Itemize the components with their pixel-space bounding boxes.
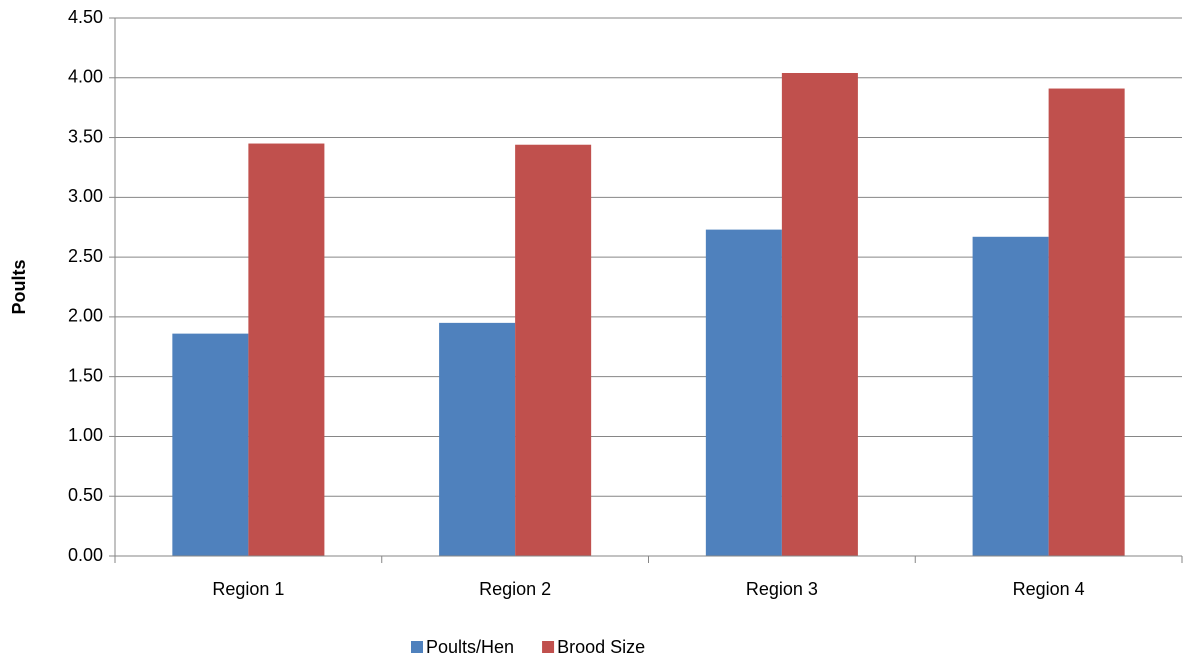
bar: [172, 333, 249, 556]
legend-label: Brood Size: [557, 637, 645, 657]
x-tick-label: Region 3: [746, 579, 818, 599]
y-tick-label: 3.00: [68, 186, 103, 206]
bar: [1048, 88, 1125, 556]
legend-label: Poults/Hen: [426, 637, 514, 657]
legend-swatch: [411, 641, 423, 653]
bar: [515, 144, 592, 556]
y-tick-label: 2.50: [68, 246, 103, 266]
y-tick-label: 0.50: [68, 485, 103, 505]
bar: [972, 236, 1049, 556]
x-tick-label: Region 4: [1013, 579, 1085, 599]
y-axis-title: Poults: [9, 259, 29, 314]
y-tick-label: 4.00: [68, 67, 103, 87]
bar: [705, 229, 782, 556]
bar: [781, 72, 858, 557]
x-tick-label: Region 1: [212, 579, 284, 599]
x-tick-label: Region 2: [479, 579, 551, 599]
bar: [248, 143, 325, 557]
y-tick-label: 1.00: [68, 425, 103, 445]
y-tick-label: 3.50: [68, 126, 103, 146]
y-tick-label: 1.50: [68, 365, 103, 385]
y-tick-label: 4.50: [68, 7, 103, 27]
bar: [439, 322, 516, 556]
y-tick-label: 2.00: [68, 306, 103, 326]
legend-swatch: [542, 641, 555, 653]
y-tick-label: 0.00: [68, 545, 103, 565]
